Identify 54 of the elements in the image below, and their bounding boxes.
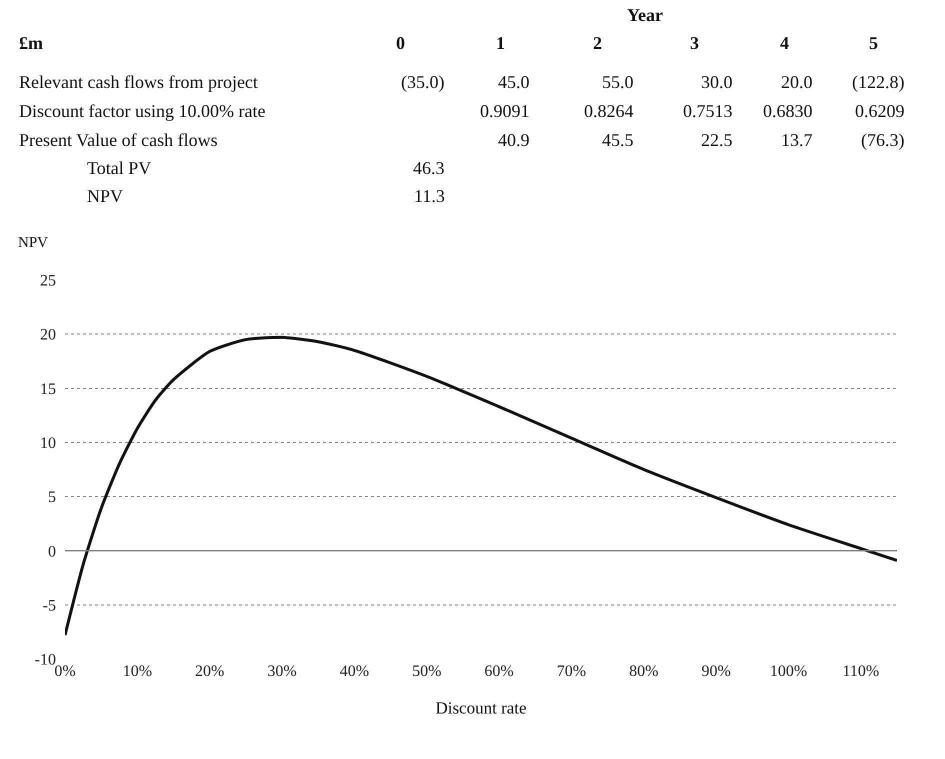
y-tick-label: 25 — [40, 272, 56, 290]
text: (76.3) — [861, 130, 904, 150]
x-tick-label: 60% — [484, 663, 514, 680]
text: 45.0 — [498, 72, 530, 92]
text: 30.0 — [701, 72, 732, 92]
text: 0 — [396, 33, 405, 53]
x-tick-label: 0% — [54, 663, 76, 680]
text: Present Value of cash flows — [19, 130, 218, 150]
y-tick-label: 15 — [40, 380, 56, 398]
text: Total PV — [87, 158, 152, 178]
x-tick-label: 110% — [842, 663, 880, 680]
text: 40.9 — [498, 130, 530, 150]
x-tick-label: 30% — [267, 663, 297, 680]
text: Relevant cash flows from project — [19, 72, 258, 92]
text: 20.0 — [781, 72, 812, 92]
text: NPV — [87, 186, 124, 206]
text: (122.8) — [852, 72, 904, 92]
x-tick-label: 10% — [122, 663, 152, 680]
text: 0.6830 — [763, 101, 812, 121]
y-tick-label: -10 — [34, 652, 56, 669]
y-tick-label: 10 — [40, 435, 56, 452]
x-tick-label: 20% — [195, 663, 224, 680]
x-tick-label: 40% — [340, 663, 370, 680]
x-tick-label: 80% — [629, 663, 658, 680]
text: 45.5 — [602, 130, 634, 150]
y-tick-label: 20 — [40, 326, 56, 344]
text: Year — [627, 5, 663, 25]
text: 0.9091 — [480, 101, 530, 121]
x-tick-label: 70% — [556, 663, 586, 680]
text: (35.0) — [401, 72, 444, 92]
y-tick-label: 0 — [48, 543, 56, 560]
text: 4 — [780, 33, 789, 53]
y-tick-label: 5 — [48, 489, 56, 506]
text: £m — [19, 33, 43, 53]
text: 13.7 — [781, 130, 812, 150]
text: 22.5 — [701, 130, 732, 150]
x-tick-label: 50% — [412, 663, 442, 680]
text: 11.3 — [414, 186, 445, 206]
text: 0.7513 — [683, 101, 732, 121]
text: 55.0 — [602, 72, 634, 92]
line-series — [65, 336, 897, 637]
text: 46.3 — [413, 158, 444, 178]
y-axis-title: NPV — [18, 235, 48, 251]
x-tick-label: 100% — [770, 663, 808, 680]
text: 2 — [593, 33, 602, 53]
x-axis-title: Discount rate — [435, 698, 527, 718]
text: 3 — [690, 33, 699, 53]
x-tick-label: 90% — [701, 663, 731, 680]
text: Discount factor using 10.00% rate — [19, 101, 266, 121]
text: 0.6209 — [855, 101, 904, 121]
text: 5 — [869, 33, 878, 53]
y-tick-label: -5 — [42, 597, 56, 614]
text: 0.8264 — [584, 101, 634, 121]
text: 1 — [496, 33, 505, 53]
